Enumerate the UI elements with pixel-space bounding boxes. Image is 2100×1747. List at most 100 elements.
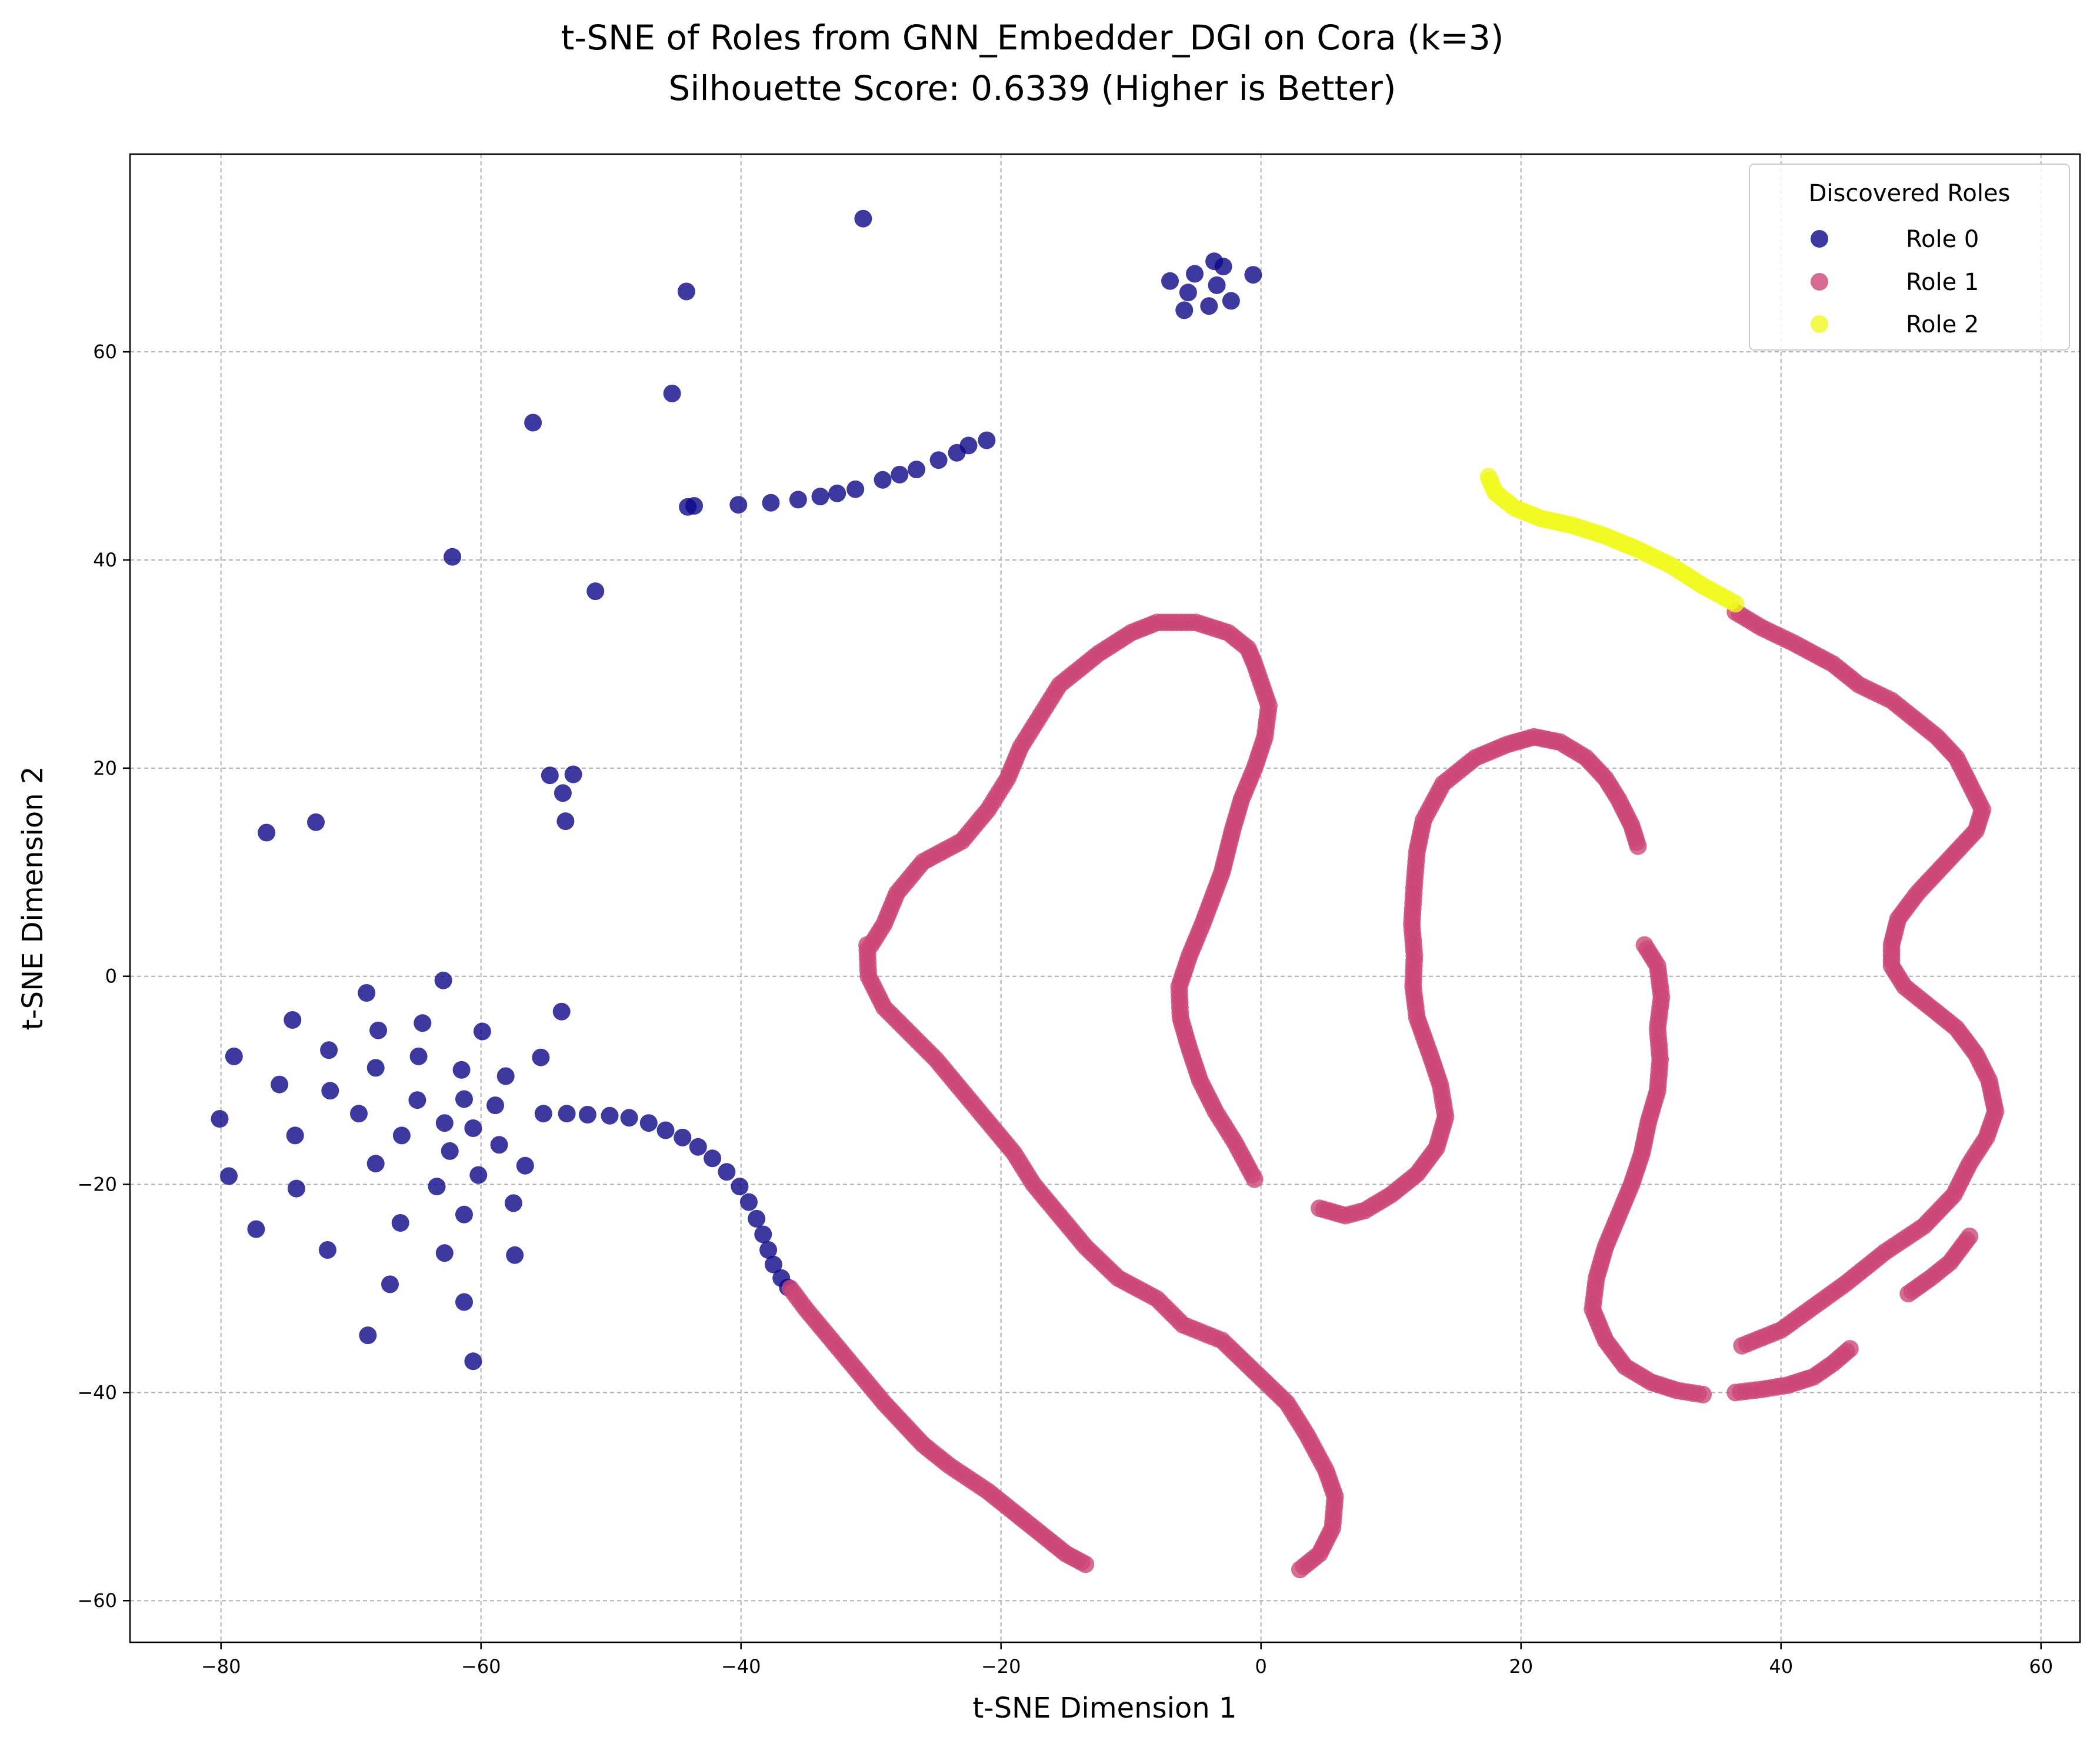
role-0-point: [455, 1090, 473, 1108]
x-axis-label: t-SNE Dimension 1: [972, 1692, 1236, 1725]
role-0-point: [435, 1114, 454, 1132]
role-0-point: [381, 1275, 399, 1293]
role-0-point: [978, 431, 996, 449]
role-0-point: [731, 1178, 749, 1196]
role-0-point: [408, 1091, 426, 1109]
role-0-point: [1208, 276, 1226, 294]
y-tick-label: −20: [77, 1173, 117, 1196]
role-0-point: [496, 1067, 515, 1085]
role-0-point: [524, 414, 542, 432]
role-0-point: [554, 784, 572, 802]
role-1-point: [1076, 1555, 1095, 1573]
role-0-point: [601, 1106, 619, 1125]
role-0-point: [541, 766, 559, 785]
role-0-point: [811, 488, 829, 506]
role-0-point: [1222, 292, 1240, 310]
role-1-point: [1961, 1228, 1979, 1245]
role-0-point: [473, 1022, 491, 1041]
role-0-point: [358, 984, 376, 1002]
role-0-point: [656, 1121, 675, 1139]
role-0-point: [504, 1194, 522, 1212]
axis-ticks: −80 −60 −40 −20 0 20 40 60 −60 −40 −20 0 20 40 60: [77, 341, 2053, 1678]
role-0-point: [1161, 272, 1179, 290]
y-tick-label: 60: [93, 341, 117, 363]
role-0-point: [321, 1082, 339, 1100]
role-0-point: [929, 451, 948, 469]
role-0-point: [220, 1167, 238, 1185]
role-0-point: [828, 484, 846, 502]
role-0-point: [740, 1193, 758, 1211]
role-0-point: [762, 494, 780, 512]
legend-label-role-0: Role 0: [1906, 226, 1979, 253]
role-0-point: [469, 1166, 488, 1184]
y-tick-label: −60: [77, 1589, 117, 1612]
plot-area-frame: [129, 153, 2081, 1643]
role-0-point: [366, 1155, 385, 1173]
role-0-point: [552, 1002, 571, 1021]
role-0-point: [556, 812, 575, 831]
role-0-point: [369, 1021, 388, 1039]
role-0-point: [392, 1126, 411, 1145]
role-0-point: [674, 1128, 692, 1146]
role-0-point: [225, 1047, 243, 1065]
role-0-point: [211, 1110, 229, 1128]
role-0-point: [1200, 297, 1218, 315]
role-0-point: [1244, 266, 1262, 284]
role-1-point: [1245, 1170, 1264, 1188]
role-0-point: [428, 1178, 446, 1196]
role-0-point: [320, 1041, 338, 1059]
role-0-point: [908, 461, 925, 479]
data-points: [211, 209, 2005, 1579]
role-0-point: [718, 1163, 736, 1181]
legend-label-role-1: Role 1: [1906, 269, 1979, 296]
legend-frame: [1749, 164, 2070, 351]
role-0-point: [729, 496, 748, 514]
y-tick-label: −40: [77, 1381, 117, 1403]
role-0-point: [685, 497, 704, 515]
role-0-point: [441, 1142, 459, 1160]
role-0-point: [854, 209, 872, 228]
role-0-point: [455, 1205, 473, 1223]
role-0-point: [464, 1119, 482, 1137]
role-0-point: [620, 1109, 638, 1127]
role-1-point: [1841, 1340, 1859, 1358]
role-0-point: [663, 384, 681, 402]
legend-marker-role-2: [1811, 315, 1828, 333]
role-0-point: [434, 971, 452, 989]
role-0-point: [754, 1225, 772, 1243]
y-tick-label: 20: [93, 757, 117, 779]
role-0-point: [586, 582, 605, 601]
role-0-point: [759, 1241, 778, 1259]
x-tick-label: −20: [981, 1655, 1021, 1678]
role-0-point: [1175, 301, 1194, 319]
role-0-point: [286, 1126, 304, 1145]
role-0-point: [516, 1156, 534, 1175]
role-0-point: [1186, 265, 1204, 283]
legend: Discovered Roles Role 0 Role 1 Role 2: [1749, 164, 2070, 351]
legend-title: Discovered Roles: [1809, 180, 2011, 207]
role-0-point: [271, 1075, 289, 1093]
y-tick-label: 0: [105, 965, 117, 988]
role-0-point: [677, 282, 695, 301]
role-0-point: [578, 1106, 596, 1123]
role-0-point: [558, 1105, 576, 1123]
role-0-point: [444, 548, 462, 566]
x-tick-label: 60: [2029, 1655, 2053, 1678]
role-0-point: [874, 471, 892, 489]
role-0-point: [891, 465, 909, 484]
role-0-point: [366, 1059, 385, 1077]
role-2-point: [1726, 595, 1745, 613]
role-0-point: [564, 765, 582, 784]
chart-title: t-SNE of Roles from GNN_Embedder_DGI on …: [561, 18, 1504, 58]
role-0-point: [486, 1096, 504, 1115]
role-1-point: [1291, 1561, 1309, 1579]
legend-marker-role-1: [1811, 273, 1828, 291]
role-0-point: [409, 1047, 428, 1065]
role-0-point: [350, 1105, 368, 1123]
role-0-point: [789, 491, 807, 509]
chart-subtitle: Silhouette Score: 0.6339 (Higher is Bett…: [669, 68, 1396, 108]
role-0-point: [391, 1214, 409, 1232]
y-tick-label: 40: [93, 549, 117, 571]
role-0-point: [284, 1011, 302, 1029]
role-0-point: [287, 1179, 305, 1198]
